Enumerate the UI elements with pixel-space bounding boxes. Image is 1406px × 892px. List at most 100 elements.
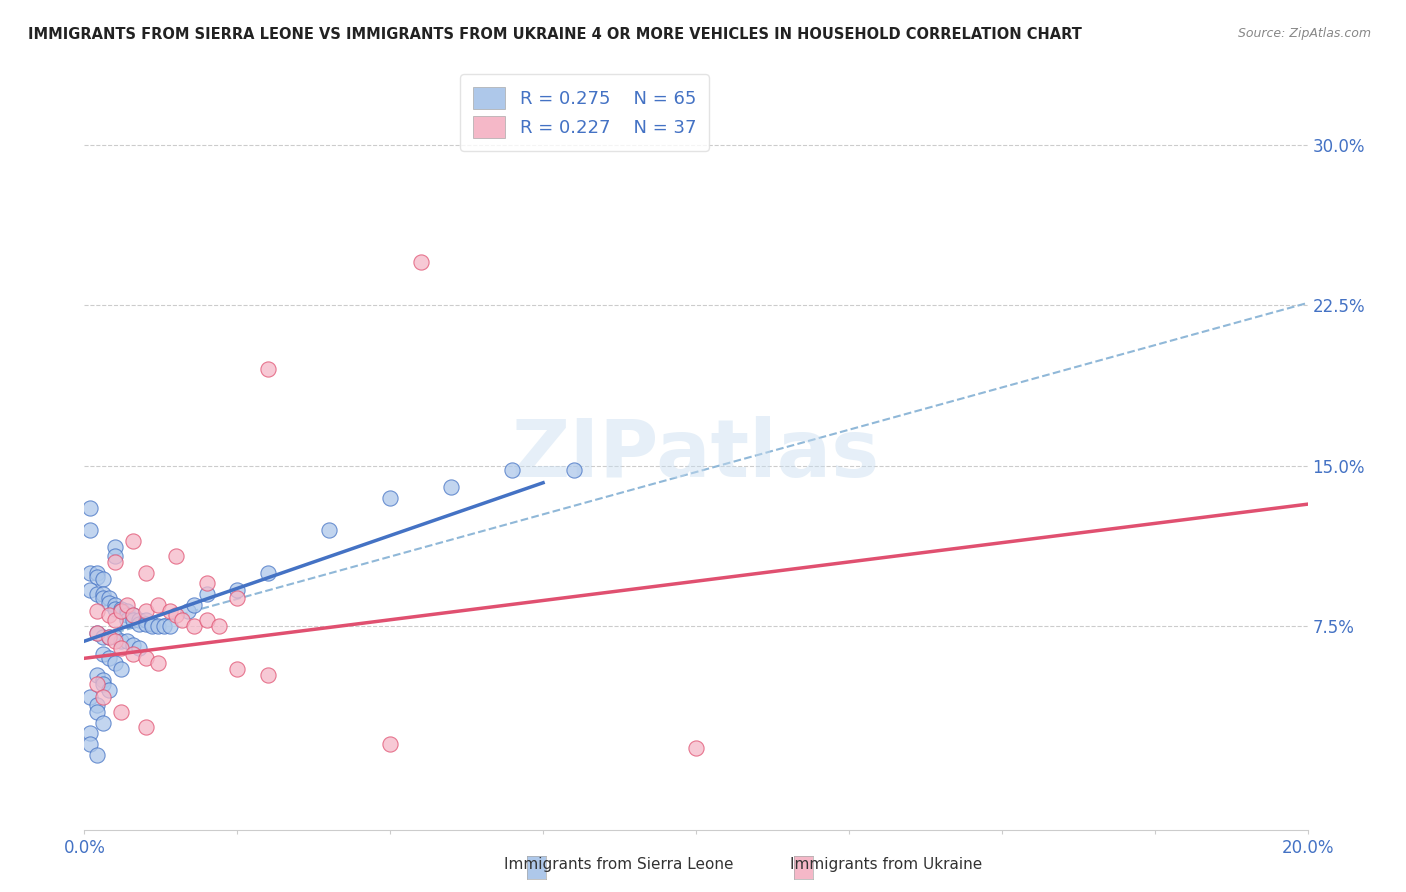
- Point: [122, 647, 145, 661]
- Point: [104, 634, 127, 648]
- Point: [104, 540, 127, 554]
- Point: [159, 604, 181, 618]
- Point: [135, 604, 157, 618]
- Point: [79, 523, 101, 537]
- Point: [104, 555, 127, 569]
- Point: [79, 737, 101, 751]
- Point: [165, 549, 187, 563]
- Point: [97, 596, 120, 610]
- Point: [110, 604, 132, 618]
- Point: [172, 613, 194, 627]
- Point: [91, 677, 114, 691]
- Point: [226, 662, 249, 676]
- Point: [91, 591, 114, 606]
- Point: [86, 705, 108, 719]
- Point: [110, 602, 132, 616]
- Point: [110, 640, 132, 655]
- Point: [104, 549, 127, 563]
- Point: [86, 604, 108, 618]
- Point: [380, 491, 402, 505]
- Point: [91, 715, 114, 730]
- Point: [86, 570, 108, 584]
- Point: [97, 630, 120, 644]
- Point: [195, 613, 218, 627]
- Point: [562, 463, 585, 477]
- Point: [86, 625, 108, 640]
- Point: [110, 634, 132, 648]
- Point: [104, 630, 127, 644]
- Point: [122, 533, 145, 548]
- Point: [159, 619, 181, 633]
- Point: [79, 582, 101, 597]
- Point: [104, 598, 127, 612]
- Text: IMMIGRANTS FROM SIERRA LEONE VS IMMIGRANTS FROM UKRAINE 4 OR MORE VEHICLES IN HO: IMMIGRANTS FROM SIERRA LEONE VS IMMIGRAN…: [28, 27, 1083, 42]
- Legend: R = 0.275    N = 65, R = 0.227    N = 37: R = 0.275 N = 65, R = 0.227 N = 37: [460, 74, 709, 151]
- Point: [195, 587, 218, 601]
- Point: [97, 651, 120, 665]
- Point: [146, 656, 169, 670]
- Point: [79, 501, 101, 516]
- Point: [91, 673, 114, 687]
- Point: [318, 523, 340, 537]
- Point: [97, 591, 120, 606]
- Point: [91, 630, 114, 644]
- Point: [135, 613, 157, 627]
- Point: [97, 608, 120, 623]
- Point: [165, 608, 187, 623]
- Point: [208, 619, 231, 633]
- Point: [183, 619, 205, 633]
- Point: [257, 566, 280, 580]
- Point: [86, 668, 108, 682]
- Point: [257, 362, 280, 376]
- Point: [115, 608, 138, 623]
- Point: [122, 613, 145, 627]
- Point: [115, 604, 138, 618]
- Point: [135, 617, 157, 632]
- Point: [141, 617, 163, 632]
- Point: [141, 619, 163, 633]
- Point: [122, 639, 145, 653]
- Point: [91, 587, 114, 601]
- Point: [122, 608, 145, 623]
- Point: [409, 255, 432, 269]
- Point: [86, 566, 108, 580]
- Point: [146, 598, 169, 612]
- Point: [115, 613, 138, 627]
- Point: [226, 591, 249, 606]
- Point: [502, 463, 524, 477]
- Point: [91, 690, 114, 704]
- Point: [685, 741, 707, 756]
- Point: [115, 598, 138, 612]
- Point: [79, 566, 101, 580]
- Point: [380, 737, 402, 751]
- Point: [226, 582, 249, 597]
- Point: [91, 572, 114, 586]
- Point: [115, 634, 138, 648]
- Point: [86, 625, 108, 640]
- Point: [440, 480, 463, 494]
- Point: [257, 668, 280, 682]
- Point: [86, 587, 108, 601]
- Point: [110, 604, 132, 618]
- Point: [135, 566, 157, 580]
- Point: [110, 705, 132, 719]
- Point: [135, 651, 157, 665]
- Point: [104, 656, 127, 670]
- Point: [91, 647, 114, 661]
- Point: [86, 747, 108, 762]
- Point: [195, 576, 218, 591]
- Point: [128, 617, 150, 632]
- Point: [86, 677, 108, 691]
- Point: [177, 604, 200, 618]
- Point: [128, 613, 150, 627]
- Point: [135, 720, 157, 734]
- Point: [86, 698, 108, 713]
- Point: [183, 598, 205, 612]
- Text: ZIPatlas: ZIPatlas: [512, 416, 880, 494]
- Point: [97, 630, 120, 644]
- Text: Source: ZipAtlas.com: Source: ZipAtlas.com: [1237, 27, 1371, 40]
- Point: [104, 613, 127, 627]
- Point: [122, 608, 145, 623]
- Point: [104, 602, 127, 616]
- Point: [128, 640, 150, 655]
